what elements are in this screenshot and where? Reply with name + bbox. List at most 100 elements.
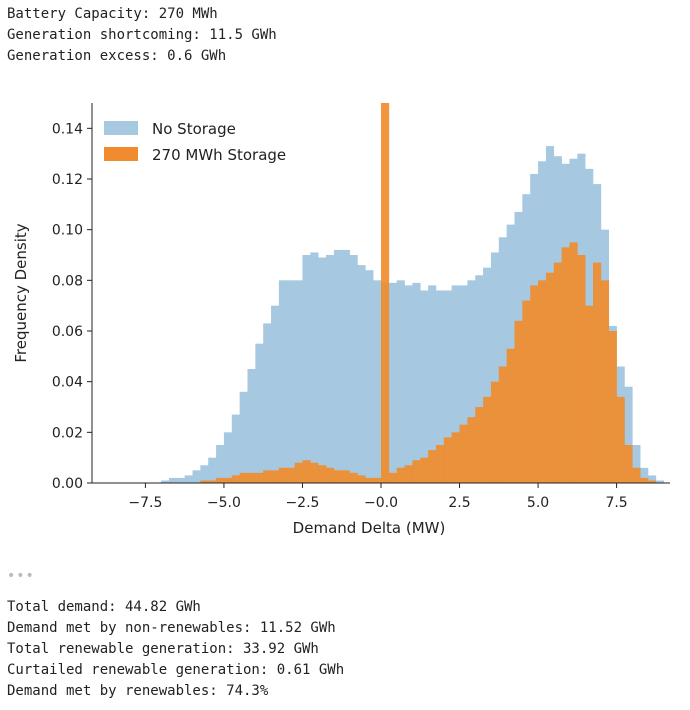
legend-label: 270 MWh Storage [152,146,286,164]
output-top: Battery Capacity: 270 MWh Generation sho… [7,4,277,67]
histogram-bar-no-storage [255,343,264,483]
histogram-bar-storage [223,477,233,483]
histogram-bar-storage [318,465,327,483]
x-tick-label: −5.0 [207,495,241,511]
histogram-bar-storage [530,285,539,483]
histogram-bar-storage [247,472,256,483]
histogram-bar-no-storage [483,267,492,483]
histogram-bar-storage [624,445,633,483]
histogram-bar-no-storage [490,252,500,483]
legend-swatch [104,147,138,161]
y-tick-label: 0.04 [52,375,83,391]
histogram-bar-storage [522,300,531,483]
output-line-demand-met-renewables: Demand met by renewables: 74.3% [7,683,269,699]
histogram-bar-storage [302,460,311,483]
histogram-bar-no-storage [278,280,288,483]
histogram-bar-storage [420,457,429,483]
output-line-demand-non-renewables: Demand met by non-renewables: 11.52 GWh [7,620,336,636]
histogram-bar-storage [435,445,445,483]
output-line-generation-excess: Generation excess: 0.6 GWh [7,48,227,64]
x-tick-label: −0.0 [364,495,398,511]
histogram-bar-storage [632,467,641,483]
histogram-bar-storage [538,280,547,483]
x-tick-label: 2.5 [448,495,470,511]
output-line-battery-capacity: Battery Capacity: 270 MWh [7,6,218,22]
histogram-bar-no-storage [388,282,397,483]
histogram-bar-no-storage [231,414,240,483]
histogram-bar-storage [459,424,468,483]
histogram-bar-storage [357,475,366,483]
histogram-bar-storage [349,472,358,483]
histogram-bar-storage [498,366,507,483]
histogram-bar-storage [255,472,264,483]
y-tick-label: 0.00 [52,476,83,492]
histogram-bar-no-storage [247,369,256,483]
y-tick-label: 0.06 [52,324,83,340]
output-line-curtailed-renewable: Curtailed renewable generation: 0.61 GWh [7,662,345,678]
histogram-bar-no-storage [263,323,272,483]
histogram-bar-storage [608,331,617,483]
y-axis-label: Frequency Density [12,223,30,362]
histogram-bar-no-storage [357,265,366,483]
collapsed-output-ellipsis[interactable]: ••• [7,568,35,584]
x-tick-label: −7.5 [128,495,162,511]
histogram-bar-storage [514,320,523,483]
x-tick-label: 5.0 [527,495,549,511]
histogram-bar-storage [412,460,421,483]
histogram-bar-storage [577,255,586,483]
histogram-bar-storage [428,450,437,483]
histogram-bar-storage [593,262,602,483]
histogram-bar-no-storage [435,290,445,483]
histogram-bar-no-storage [365,270,374,483]
histogram-bar-storage [286,467,295,483]
histogram-bar-storage [640,477,649,483]
histogram-bar-no-storage [420,290,429,483]
x-axis-label: Demand Delta (MW) [293,519,446,537]
histogram-bar-storage [648,480,657,483]
histogram-bar-no-storage [624,386,633,483]
histogram-bar-no-storage [655,480,665,483]
histogram-bar-storage [333,470,343,483]
histogram-bar-no-storage [396,280,405,483]
histogram-bar-no-storage [459,285,468,483]
histogram-bar-no-storage [200,465,209,483]
histogram-bar-no-storage [302,255,311,483]
histogram-bar-storage [553,262,562,483]
histogram-bar-storage [467,417,476,483]
histogram-bar-no-storage [192,470,201,483]
histogram-bar-no-storage [349,255,358,483]
histogram-bar-no-storage [318,257,327,483]
histogram-bar-no-storage [239,391,248,483]
histogram-bar-storage [396,467,405,483]
output-line-generation-shortcoming: Generation shortcoming: 11.5 GWh [7,27,277,43]
histogram-bar-storage [381,103,390,483]
histogram-bar-no-storage [208,457,217,483]
histogram-bar-storage [294,462,303,483]
y-tick-label: 0.12 [52,172,83,188]
histogram-bar-storage [216,477,225,483]
legend-label: No Storage [152,120,236,138]
histogram-bar-no-storage [310,252,319,483]
output-line-total-renewable-generation: Total renewable generation: 33.92 GWh [7,641,319,657]
histogram-bar-no-storage [271,305,280,483]
histogram-bar-no-storage [176,477,185,483]
histogram-bar-no-storage [412,282,421,483]
histogram-bar-no-storage [451,285,460,483]
y-tick-label: 0.02 [52,425,83,441]
histogram-bar-no-storage [373,280,382,483]
histogram-bar-storage [278,467,288,483]
histogram-bar-no-storage [467,280,476,483]
histogram-bar-storage [506,348,515,483]
histogram-bar-no-storage [333,249,343,483]
y-tick-label: 0.10 [52,223,83,239]
histogram-bar-storage [561,247,570,483]
histogram-bar-storage [200,480,209,483]
y-tick-label: 0.14 [52,121,83,137]
histogram-bar-no-storage [632,445,641,483]
y-tick-label: 0.08 [52,273,83,289]
histogram-bar-storage [341,470,350,483]
x-tick-label: −2.5 [285,495,319,511]
histogram-bar-storage [263,470,272,483]
histogram-bar-no-storage [286,280,295,483]
x-tick-label: 7.5 [605,495,627,511]
